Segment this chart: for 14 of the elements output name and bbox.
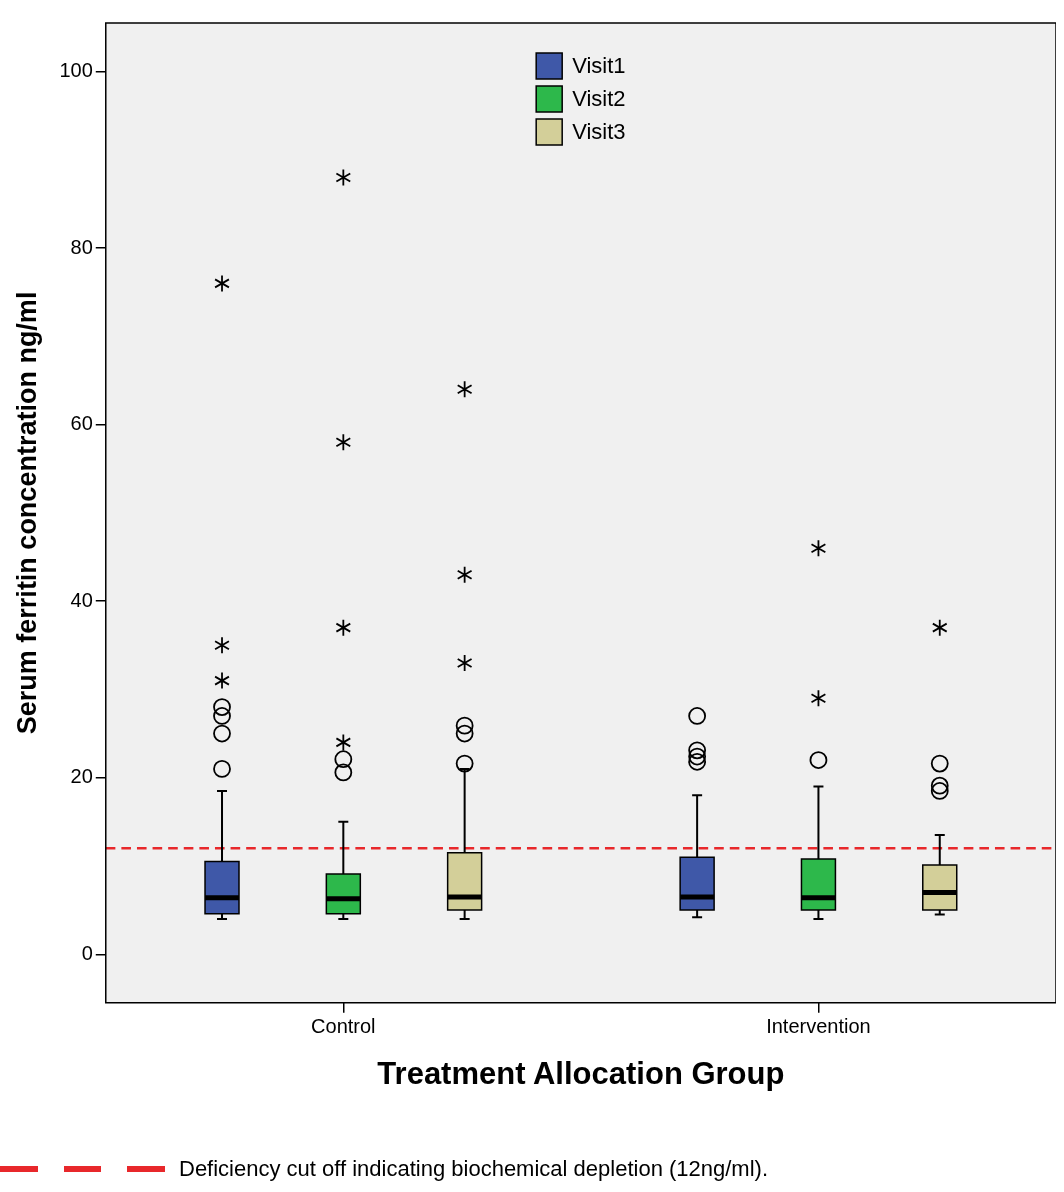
- text: Deficiency cut off indicating biochemical depletion (12ng/ml).: [179, 1156, 769, 1182]
- y-tick-label: 80: [70, 235, 93, 258]
- x-axis-title: Treatment Allocation Group: [377, 1055, 785, 1091]
- y-tick-label: 40: [70, 588, 93, 611]
- legend-label: Visit2: [572, 86, 626, 112]
- y-tick-label: 60: [70, 412, 93, 435]
- x-tick-label: Intervention: [766, 1015, 871, 1038]
- y-axis-title: Serum ferritin concentration ng/ml: [11, 291, 42, 735]
- legend-label: Visit3: [572, 119, 626, 145]
- y-tick-label: 20: [70, 765, 93, 788]
- x-tick-label: Control: [311, 1015, 376, 1038]
- legend-label: Visit1: [572, 53, 626, 79]
- y-tick-label: 100: [59, 59, 93, 82]
- y-tick-label: 0: [81, 941, 93, 964]
